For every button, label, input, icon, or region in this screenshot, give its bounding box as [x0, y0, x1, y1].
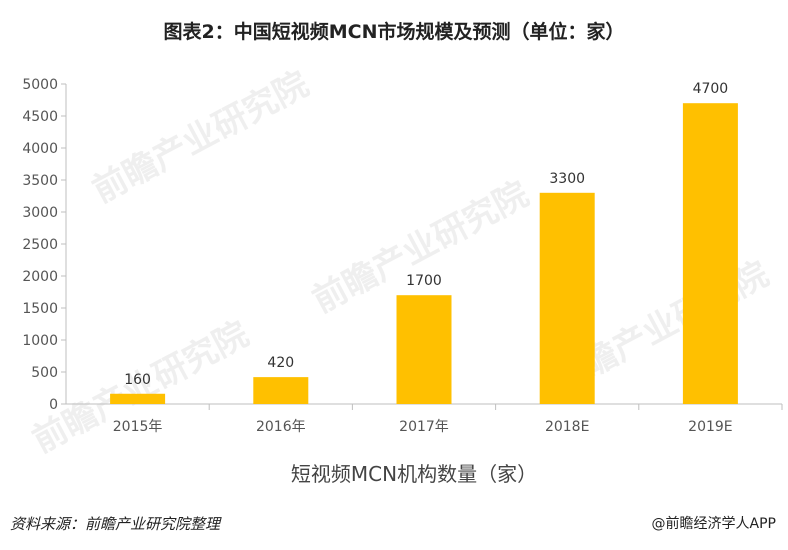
y-tick-label: 4000: [22, 141, 58, 157]
bar: [253, 377, 309, 404]
y-tick-label: 3000: [22, 205, 58, 221]
bar: [396, 295, 452, 404]
x-tick-label: 2018E: [545, 419, 589, 435]
y-tick-label: 500: [31, 365, 58, 381]
y-tick-label: 3500: [22, 173, 58, 189]
y-tick-label: 2000: [22, 269, 58, 285]
bar: [539, 192, 595, 404]
bar: [682, 103, 738, 404]
y-tick-label: 2500: [22, 237, 58, 253]
bar: [110, 393, 166, 404]
credit-note: @前瞻经济学人APP: [651, 516, 776, 532]
x-tick-label: 2019E: [688, 419, 732, 435]
data-label: 420: [267, 355, 294, 371]
data-label: 4700: [693, 81, 729, 97]
y-tick-label: 4500: [22, 109, 58, 125]
data-label: 160: [124, 372, 151, 388]
source-note: 资料来源：前瞻产业研究院整理: [10, 515, 221, 533]
x-tick-label: 2017年: [399, 419, 449, 435]
x-axis-title: 短视频MCN机构数量（家）: [291, 462, 537, 486]
x-tick-label: 2015年: [113, 419, 163, 435]
y-tick-label: 1500: [22, 301, 58, 317]
data-label: 1700: [406, 273, 442, 289]
y-tick-label: 0: [49, 397, 58, 413]
chart-title: 图表2：中国短视频MCN市场规模及预测（单位：家）: [163, 21, 625, 43]
data-label: 3300: [549, 171, 585, 187]
x-tick-label: 2016年: [256, 419, 306, 435]
y-tick-label: 5000: [22, 77, 58, 93]
y-tick-label: 1000: [22, 333, 58, 349]
